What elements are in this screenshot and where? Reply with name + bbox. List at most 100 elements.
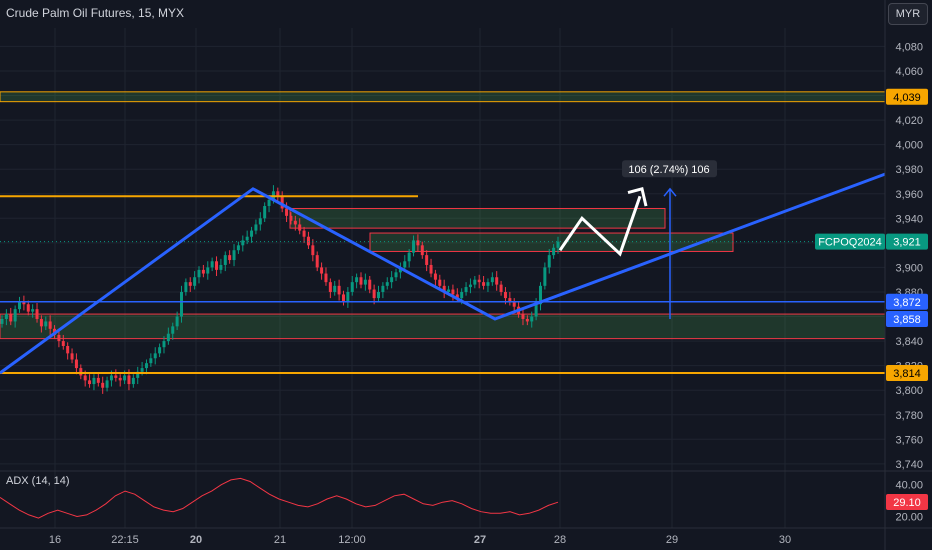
candle-body bbox=[398, 267, 402, 273]
candle-body bbox=[337, 285, 341, 295]
time-tick-label: 20 bbox=[190, 534, 202, 546]
candle-body bbox=[250, 230, 254, 237]
time-tick-label: 29 bbox=[666, 534, 678, 546]
price-label-value: 3,872 bbox=[893, 297, 921, 309]
candle-body bbox=[149, 358, 153, 364]
candle-body bbox=[280, 196, 284, 209]
candle-body bbox=[0, 318, 4, 324]
candle-body bbox=[206, 267, 210, 274]
candle-body bbox=[368, 279, 372, 290]
candle-body bbox=[495, 277, 499, 285]
candle-body bbox=[184, 282, 188, 292]
candle-body bbox=[245, 236, 249, 241]
candle-body bbox=[530, 316, 534, 322]
candle-body bbox=[228, 255, 232, 261]
drawings[interactable]: 106 (2.74%) 106 bbox=[0, 160, 886, 375]
candle-body bbox=[131, 377, 135, 385]
adx-line bbox=[0, 477, 559, 519]
candle-body bbox=[4, 314, 8, 319]
adx-value: 29.10 bbox=[893, 497, 921, 509]
candle-body bbox=[451, 289, 455, 295]
candle-body bbox=[460, 291, 464, 299]
time-tick-label: 27 bbox=[474, 534, 486, 546]
candle-body bbox=[158, 347, 162, 354]
price-tick-label: 4,020 bbox=[895, 115, 923, 127]
measure-label: 106 (2.74%) 106 bbox=[628, 164, 709, 176]
symbol-title[interactable]: Crude Palm Oil Futures, 15, MYX bbox=[6, 6, 185, 20]
candle-body bbox=[74, 359, 78, 369]
price-label-value: 3,921 bbox=[893, 237, 921, 249]
candle-body bbox=[44, 321, 48, 327]
candle-body bbox=[425, 255, 429, 265]
candle-body bbox=[254, 224, 258, 231]
candle-body bbox=[263, 206, 267, 219]
candle-body bbox=[92, 377, 96, 385]
candle-body bbox=[219, 264, 223, 270]
time-axis[interactable]: 16 22:15 20 21 12:00 27 28 29 30 bbox=[0, 527, 932, 546]
candle-body bbox=[293, 220, 297, 225]
candle-body bbox=[197, 269, 201, 278]
candle-body bbox=[385, 282, 389, 286]
candle-body bbox=[346, 291, 350, 302]
candle-body bbox=[499, 284, 503, 292]
candle-body bbox=[223, 255, 227, 265]
time-tick-label: 21 bbox=[274, 534, 286, 546]
candle-body bbox=[508, 298, 512, 302]
candle-body bbox=[359, 277, 363, 285]
candle-body bbox=[333, 285, 337, 292]
price-tick-label: 3,740 bbox=[895, 459, 923, 471]
price-label-badge bbox=[886, 233, 928, 250]
candle-body bbox=[320, 267, 324, 274]
candle-body bbox=[153, 353, 157, 359]
price-axis[interactable]: 3,7403,7603,7803,8003,8203,8403,8603,880… bbox=[815, 0, 928, 550]
candle-body bbox=[31, 309, 35, 312]
candle-body bbox=[175, 316, 179, 327]
candle-body bbox=[420, 245, 424, 256]
candle-body bbox=[394, 272, 398, 278]
candle-body bbox=[39, 318, 43, 327]
candle-body bbox=[355, 277, 359, 283]
candle-body bbox=[311, 245, 315, 256]
projection-path bbox=[558, 195, 642, 257]
candle-body bbox=[543, 267, 547, 286]
price-label-badge bbox=[886, 293, 928, 310]
time-tick-label: 12:00 bbox=[338, 534, 366, 546]
currency-button[interactable]: MYR bbox=[888, 3, 928, 25]
price-tick-label: 3,940 bbox=[895, 213, 923, 225]
candle-body bbox=[438, 279, 442, 286]
candle-body bbox=[210, 261, 214, 268]
candle-body bbox=[372, 289, 376, 299]
candle-body bbox=[289, 215, 293, 221]
candle-body bbox=[22, 301, 26, 305]
candle-body bbox=[302, 230, 306, 237]
candle-body bbox=[381, 285, 385, 292]
candle-body bbox=[298, 224, 302, 231]
candle-body bbox=[166, 333, 170, 342]
candle-body bbox=[123, 375, 127, 381]
candle-body bbox=[162, 341, 166, 348]
candle-body bbox=[328, 282, 332, 292]
adx-pane: 40.00 20.00 29.10 bbox=[0, 470, 932, 523]
candle-body bbox=[201, 269, 205, 274]
candle-body bbox=[144, 363, 148, 369]
price-tick-label: 3,900 bbox=[895, 262, 923, 274]
adx-label[interactable]: ADX (14, 14) bbox=[6, 475, 70, 487]
candle-body bbox=[538, 285, 542, 305]
price-label-value: 4,039 bbox=[893, 92, 921, 104]
adx-value-badge bbox=[886, 494, 928, 511]
candle-body bbox=[35, 309, 39, 319]
candle-body bbox=[403, 261, 407, 268]
candle-body bbox=[556, 241, 560, 248]
candle-body bbox=[512, 301, 516, 307]
candle-body bbox=[70, 353, 74, 360]
candle-body bbox=[442, 285, 446, 292]
candle-body bbox=[547, 255, 551, 268]
candle-body bbox=[136, 371, 140, 378]
candle-body bbox=[482, 282, 486, 286]
candle-body bbox=[26, 304, 30, 312]
candle-body bbox=[490, 277, 494, 283]
candle-body bbox=[377, 291, 381, 299]
candle-body bbox=[407, 252, 411, 262]
candle-body bbox=[105, 380, 109, 388]
